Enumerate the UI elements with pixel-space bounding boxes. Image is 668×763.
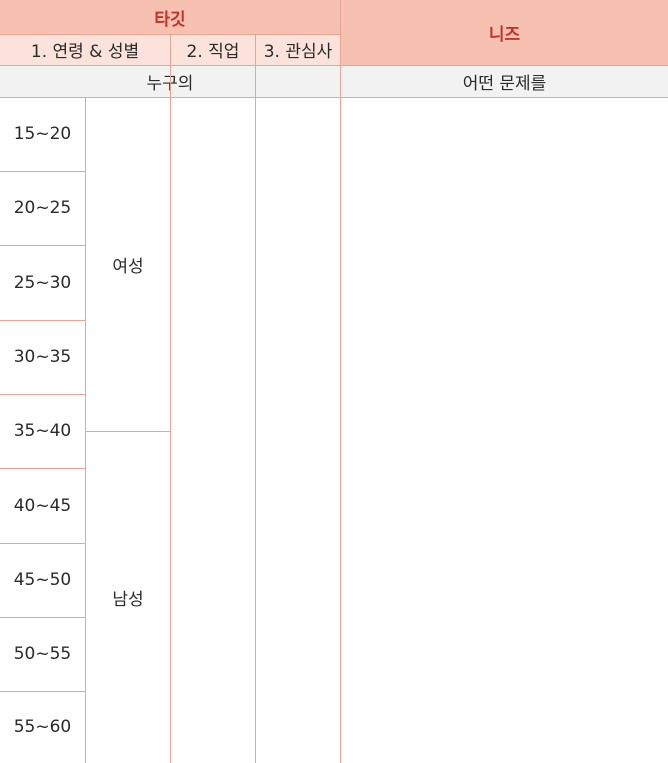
grid-line: [340, 0, 341, 763]
age-range-cell[interactable]: 25~30: [0, 245, 85, 320]
grid-line: [0, 320, 85, 321]
subcolumn-age-gender: 1. 연령 & 성별: [0, 34, 170, 65]
age-range-cell[interactable]: 50~55: [0, 617, 85, 691]
grid-line: [0, 468, 85, 469]
grid-line: [0, 65, 668, 66]
grid-line: [0, 245, 85, 246]
age-range-label: 25~30: [13, 272, 72, 293]
grid-line: [0, 617, 85, 618]
gender-label: 남성: [112, 590, 144, 610]
age-range-label: 45~50: [13, 570, 72, 590]
grid-line: [0, 171, 85, 172]
age-range-label: 30~35: [13, 347, 72, 367]
age-range-label: 40~45: [13, 495, 72, 516]
grid-line: [0, 691, 85, 692]
gender-cell-male[interactable]: 남성: [86, 432, 170, 763]
subcolumn-label: 1. 연령 & 성별: [30, 42, 140, 62]
needs-header: 니즈: [341, 0, 668, 65]
target-title: 타깃: [154, 9, 186, 30]
grid-line: [85, 97, 86, 763]
grid-line: [0, 97, 668, 98]
age-range-cell[interactable]: 45~50: [0, 543, 85, 617]
subcolumn-interests: 3. 관심사: [256, 34, 340, 65]
age-range-cell[interactable]: 30~35: [0, 320, 85, 394]
subcolumn-label: 3. 관심사: [263, 42, 333, 62]
grid-line: [0, 543, 85, 544]
grid-line: [170, 34, 171, 763]
interests-input-area[interactable]: [256, 97, 340, 763]
age-range-cell[interactable]: 40~45: [0, 468, 85, 543]
subcolumn-occupation: 2. 직업: [171, 34, 255, 65]
needs-title: 니즈: [488, 25, 521, 45]
age-range-cell[interactable]: 55~60: [0, 691, 85, 763]
gender-label: 여성: [112, 256, 144, 277]
grid-line: [0, 34, 340, 35]
problem-label-cell: 어떤 문제를: [341, 65, 668, 97]
age-range-cell[interactable]: 20~25: [0, 171, 85, 245]
grid-line: [85, 431, 170, 432]
age-range-label: 20~25: [13, 198, 72, 218]
age-range-cell[interactable]: 15~20: [0, 97, 85, 171]
age-range-label: 15~20: [13, 124, 72, 144]
grid-line: [255, 34, 256, 763]
age-range-label: 35~40: [13, 421, 72, 441]
problem-label: 어떤 문제를: [462, 73, 547, 94]
target-header: 타깃: [0, 0, 340, 34]
age-range-cell[interactable]: 35~40: [0, 394, 85, 468]
age-range-label: 55~60: [13, 717, 72, 737]
occupation-input-area[interactable]: [171, 97, 255, 763]
who-label: 누구의: [146, 73, 194, 94]
needs-input-area[interactable]: [341, 97, 668, 763]
subcolumn-label: 2. 직업: [186, 42, 240, 62]
gender-cell-female[interactable]: 여성: [86, 97, 170, 431]
age-range-label: 50~55: [13, 644, 72, 664]
grid-line: [0, 394, 85, 395]
